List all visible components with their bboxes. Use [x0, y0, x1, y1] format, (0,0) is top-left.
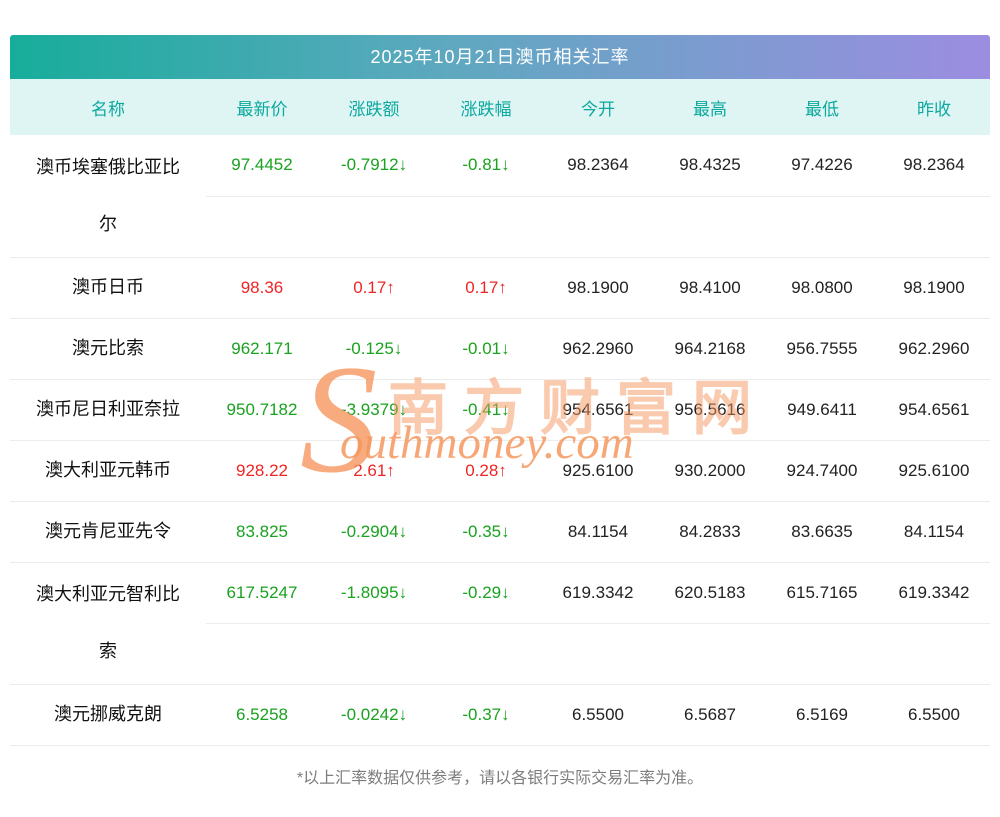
- cell-prev-close: 84.1154: [878, 501, 990, 563]
- spacer-cell: [206, 623, 990, 685]
- cell-low: 615.7165: [766, 562, 878, 624]
- table-row: 澳币埃塞俄比亚比尔 97.4452 -0.7912↓ -0.81↓ 98.236…: [10, 135, 990, 258]
- cell-change-pct: -0.41↓: [430, 379, 542, 441]
- exchange-rate-table: 名称 最新价 涨跌额 涨跌幅 今开 最高 最低 昨收 澳币埃塞俄比亚比尔 97.…: [10, 79, 990, 746]
- cell-high: 98.4325: [654, 135, 766, 197]
- table-row: 澳元肯尼亚先令 83.825 -0.2904↓ -0.35↓ 84.1154 8…: [10, 501, 990, 563]
- table-row: 澳大利亚元韩币 928.22 2.61↑ 0.28↑ 925.6100 930.…: [10, 440, 990, 502]
- cell-low: 924.7400: [766, 440, 878, 502]
- cell-latest-price: 83.825: [206, 501, 318, 563]
- cell-low: 83.6635: [766, 501, 878, 563]
- cell-open: 619.3342: [542, 562, 654, 624]
- col-header-prev: 昨收: [878, 79, 990, 135]
- table-row-spacer: [10, 196, 990, 258]
- table-row: 澳大利亚元智利比索 617.5247 -1.8095↓ -0.29↓ 619.3…: [10, 562, 990, 685]
- cell-change-amount: -0.7912↓: [318, 135, 430, 197]
- cell-prev-close: 954.6561: [878, 379, 990, 441]
- cell-low: 949.6411: [766, 379, 878, 441]
- col-header-open: 今开: [542, 79, 654, 135]
- table-row-spacer: [10, 623, 990, 685]
- cell-change-amount: -0.2904↓: [318, 501, 430, 563]
- cell-currency-name: 澳元比索: [10, 318, 206, 380]
- cell-high: 84.2833: [654, 501, 766, 563]
- col-header-latest: 最新价: [206, 79, 318, 135]
- cell-high: 956.5616: [654, 379, 766, 441]
- table-row: 澳元挪威克朗 6.5258 -0.0242↓ -0.37↓ 6.5500 6.5…: [10, 684, 990, 746]
- cell-prev-close: 6.5500: [878, 684, 990, 746]
- cell-prev-close: 98.1900: [878, 257, 990, 319]
- col-header-high: 最高: [654, 79, 766, 135]
- disclaimer-text: *以上汇率数据仅供参考，请以各银行实际交易汇率为准。: [296, 769, 704, 787]
- cell-change-pct: 0.28↑: [430, 440, 542, 502]
- cell-change-amount: 0.17↑: [318, 257, 430, 319]
- cell-latest-price: 950.7182: [206, 379, 318, 441]
- cell-latest-price: 98.36: [206, 257, 318, 319]
- cell-prev-close: 962.2960: [878, 318, 990, 380]
- cell-open: 954.6561: [542, 379, 654, 441]
- page-container: 2025年10月21日澳币相关汇率 名称 最新价 涨跌额 涨跌幅 今开 最高 最…: [10, 35, 990, 787]
- cell-high: 6.5687: [654, 684, 766, 746]
- cell-currency-name: 澳元肯尼亚先令: [10, 501, 206, 563]
- cell-open: 925.6100: [542, 440, 654, 502]
- cell-change-pct: -0.37↓: [430, 684, 542, 746]
- cell-low: 6.5169: [766, 684, 878, 746]
- table-header: 名称 最新价 涨跌额 涨跌幅 今开 最高 最低 昨收: [10, 79, 990, 135]
- cell-low: 97.4226: [766, 135, 878, 197]
- cell-currency-name: 澳币日币: [10, 257, 206, 319]
- cell-prev-close: 925.6100: [878, 440, 990, 502]
- table-row: 澳币日币 98.36 0.17↑ 0.17↑ 98.1900 98.4100 9…: [10, 257, 990, 319]
- table-row: 澳元比索 962.171 -0.125↓ -0.01↓ 962.2960 964…: [10, 318, 990, 380]
- spacer-cell: [206, 196, 990, 258]
- cell-change-amount: -3.9379↓: [318, 379, 430, 441]
- cell-currency-name: 澳元挪威克朗: [10, 684, 206, 746]
- col-header-change: 涨跌额: [318, 79, 430, 135]
- cell-open: 962.2960: [542, 318, 654, 380]
- cell-latest-price: 928.22: [206, 440, 318, 502]
- cell-high: 98.4100: [654, 257, 766, 319]
- col-header-pct: 涨跌幅: [430, 79, 542, 135]
- cell-open: 84.1154: [542, 501, 654, 563]
- cell-prev-close: 98.2364: [878, 135, 990, 197]
- cell-change-pct: 0.17↑: [430, 257, 542, 319]
- cell-open: 98.1900: [542, 257, 654, 319]
- cell-change-pct: -0.29↓: [430, 562, 542, 624]
- cell-change-pct: -0.81↓: [430, 135, 542, 197]
- cell-latest-price: 6.5258: [206, 684, 318, 746]
- cell-currency-name: 澳币尼日利亚奈拉: [10, 379, 206, 441]
- cell-currency-name: 澳大利亚元智利比索: [10, 562, 206, 685]
- cell-open: 98.2364: [542, 135, 654, 197]
- cell-high: 620.5183: [654, 562, 766, 624]
- cell-latest-price: 962.171: [206, 318, 318, 380]
- cell-high: 964.2168: [654, 318, 766, 380]
- cell-open: 6.5500: [542, 684, 654, 746]
- cell-currency-name: 澳大利亚元韩币: [10, 440, 206, 502]
- page-title: 2025年10月21日澳币相关汇率: [10, 35, 990, 79]
- cell-currency-name: 澳币埃塞俄比亚比尔: [10, 135, 206, 258]
- cell-high: 930.2000: [654, 440, 766, 502]
- cell-low: 956.7555: [766, 318, 878, 380]
- cell-change-amount: 2.61↑: [318, 440, 430, 502]
- table-row: 澳币尼日利亚奈拉 950.7182 -3.9379↓ -0.41↓ 954.65…: [10, 379, 990, 441]
- cell-low: 98.0800: [766, 257, 878, 319]
- cell-change-amount: -0.0242↓: [318, 684, 430, 746]
- cell-latest-price: 617.5247: [206, 562, 318, 624]
- cell-change-amount: -0.125↓: [318, 318, 430, 380]
- cell-change-pct: -0.35↓: [430, 501, 542, 563]
- cell-latest-price: 97.4452: [206, 135, 318, 197]
- cell-change-pct: -0.01↓: [430, 318, 542, 380]
- col-header-name: 名称: [10, 79, 206, 135]
- col-header-low: 最低: [766, 79, 878, 135]
- header-row: 名称 最新价 涨跌额 涨跌幅 今开 最高 最低 昨收: [10, 79, 990, 135]
- cell-prev-close: 619.3342: [878, 562, 990, 624]
- cell-change-amount: -1.8095↓: [318, 562, 430, 624]
